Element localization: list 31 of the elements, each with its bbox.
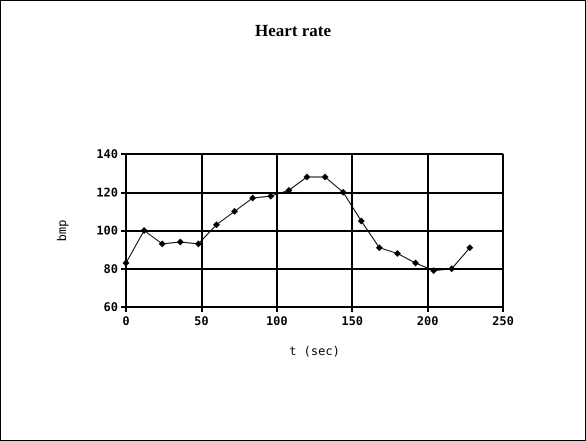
x-tick-label: 50: [194, 314, 209, 328]
point: [140, 227, 148, 234]
x-tick-label: 150: [341, 314, 364, 328]
x-tick-label: 200: [416, 314, 438, 328]
y-tick-label: 100: [96, 224, 118, 238]
point: [194, 240, 202, 248]
point: [466, 244, 474, 252]
point: [176, 238, 184, 246]
point: [358, 217, 365, 224]
point: [394, 250, 401, 257]
y-tick-label: 140: [96, 147, 118, 161]
point: [412, 260, 420, 267]
point: [322, 173, 329, 180]
point: [376, 244, 383, 252]
x-tick-label: 100: [266, 314, 288, 328]
point: [231, 208, 238, 215]
x-axis-title: t (sec): [289, 344, 340, 358]
y-tick-label: 60: [104, 300, 118, 314]
point: [448, 265, 456, 272]
point: [158, 240, 166, 248]
chart-title: Heart rate: [255, 21, 332, 40]
x-tick-label: 250: [492, 314, 514, 328]
y-axis-title: bmp: [55, 220, 69, 242]
point: [249, 194, 256, 202]
point: [303, 173, 310, 180]
point: [340, 188, 347, 196]
x-tick-label: 0: [122, 314, 130, 328]
point: [430, 267, 438, 274]
y-tick-label: 120: [96, 185, 118, 200]
y-tick-label: 80: [104, 262, 118, 276]
point: [212, 221, 220, 228]
